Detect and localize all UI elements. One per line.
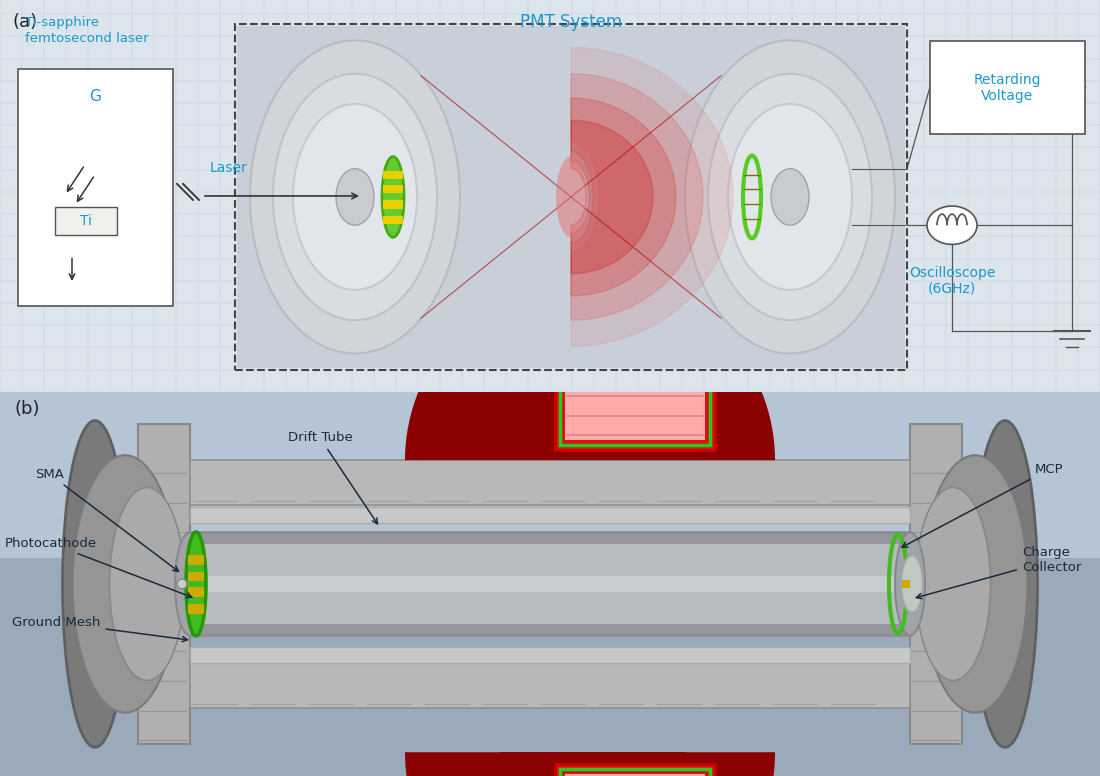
Ellipse shape bbox=[382, 157, 404, 237]
Bar bbox=[188, 572, 204, 581]
Bar bbox=[500, 752, 685, 776]
Bar bbox=[556, 324, 715, 450]
Bar bbox=[565, 334, 705, 441]
Bar bbox=[910, 424, 962, 744]
Ellipse shape bbox=[556, 157, 586, 237]
Bar bbox=[18, 69, 173, 306]
Ellipse shape bbox=[972, 421, 1037, 747]
Wedge shape bbox=[405, 752, 776, 776]
Polygon shape bbox=[571, 98, 675, 296]
Bar bbox=[190, 624, 910, 636]
Ellipse shape bbox=[915, 487, 990, 681]
Bar bbox=[188, 605, 204, 614]
Ellipse shape bbox=[728, 104, 852, 290]
Text: Drift Tube: Drift Tube bbox=[287, 431, 377, 524]
Text: (b): (b) bbox=[15, 400, 41, 417]
Ellipse shape bbox=[895, 532, 925, 636]
Text: Retarding
Voltage: Retarding Voltage bbox=[974, 73, 1042, 103]
Bar bbox=[930, 41, 1085, 134]
Bar bbox=[190, 532, 910, 636]
Bar bbox=[383, 200, 403, 209]
Bar bbox=[0, 392, 1100, 558]
Ellipse shape bbox=[273, 74, 437, 320]
Bar bbox=[188, 555, 204, 565]
Polygon shape bbox=[571, 74, 703, 320]
Text: Laser: Laser bbox=[210, 161, 248, 175]
Bar bbox=[190, 663, 910, 708]
Text: SMA: SMA bbox=[35, 468, 178, 571]
Ellipse shape bbox=[923, 456, 1027, 712]
Text: (a): (a) bbox=[12, 13, 37, 31]
Bar bbox=[236, 26, 905, 368]
Bar bbox=[556, 764, 715, 776]
Ellipse shape bbox=[901, 556, 923, 612]
Text: Charge
Collector: Charge Collector bbox=[916, 546, 1081, 599]
Bar bbox=[902, 580, 910, 588]
Ellipse shape bbox=[63, 421, 128, 747]
Text: Ti: Ti bbox=[80, 214, 92, 228]
Text: Ti-sapphire
femtosecond laser: Ti-sapphire femtosecond laser bbox=[25, 16, 149, 45]
Bar bbox=[235, 24, 908, 369]
Ellipse shape bbox=[927, 206, 977, 244]
Ellipse shape bbox=[186, 532, 206, 636]
Bar bbox=[55, 207, 117, 235]
Bar bbox=[188, 587, 204, 598]
Ellipse shape bbox=[771, 168, 808, 225]
Bar bbox=[190, 576, 910, 592]
Polygon shape bbox=[571, 120, 653, 274]
Ellipse shape bbox=[250, 40, 460, 354]
Bar bbox=[383, 171, 403, 179]
Bar bbox=[565, 774, 705, 776]
Wedge shape bbox=[405, 277, 776, 460]
Bar bbox=[138, 424, 190, 744]
Ellipse shape bbox=[110, 487, 185, 681]
Text: G: G bbox=[89, 89, 101, 105]
Ellipse shape bbox=[175, 532, 205, 636]
Text: PMT System: PMT System bbox=[520, 13, 623, 31]
Bar bbox=[500, 307, 685, 460]
Bar bbox=[383, 216, 403, 223]
Text: Oscilloscope
(6GHz): Oscilloscope (6GHz) bbox=[909, 265, 996, 296]
Ellipse shape bbox=[73, 456, 177, 712]
Bar bbox=[190, 507, 910, 522]
Bar bbox=[190, 532, 910, 544]
Ellipse shape bbox=[336, 168, 374, 225]
Bar bbox=[560, 328, 710, 445]
Bar bbox=[190, 460, 910, 504]
Ellipse shape bbox=[708, 74, 872, 320]
Ellipse shape bbox=[685, 40, 895, 354]
Bar bbox=[560, 769, 710, 776]
Bar bbox=[383, 185, 403, 193]
Ellipse shape bbox=[293, 104, 417, 290]
Text: Photocathode: Photocathode bbox=[6, 537, 191, 598]
Text: MCP: MCP bbox=[902, 462, 1064, 547]
Bar bbox=[190, 647, 910, 663]
Text: Ground Mesh: Ground Mesh bbox=[12, 616, 188, 642]
Ellipse shape bbox=[177, 579, 187, 589]
Polygon shape bbox=[571, 47, 733, 346]
